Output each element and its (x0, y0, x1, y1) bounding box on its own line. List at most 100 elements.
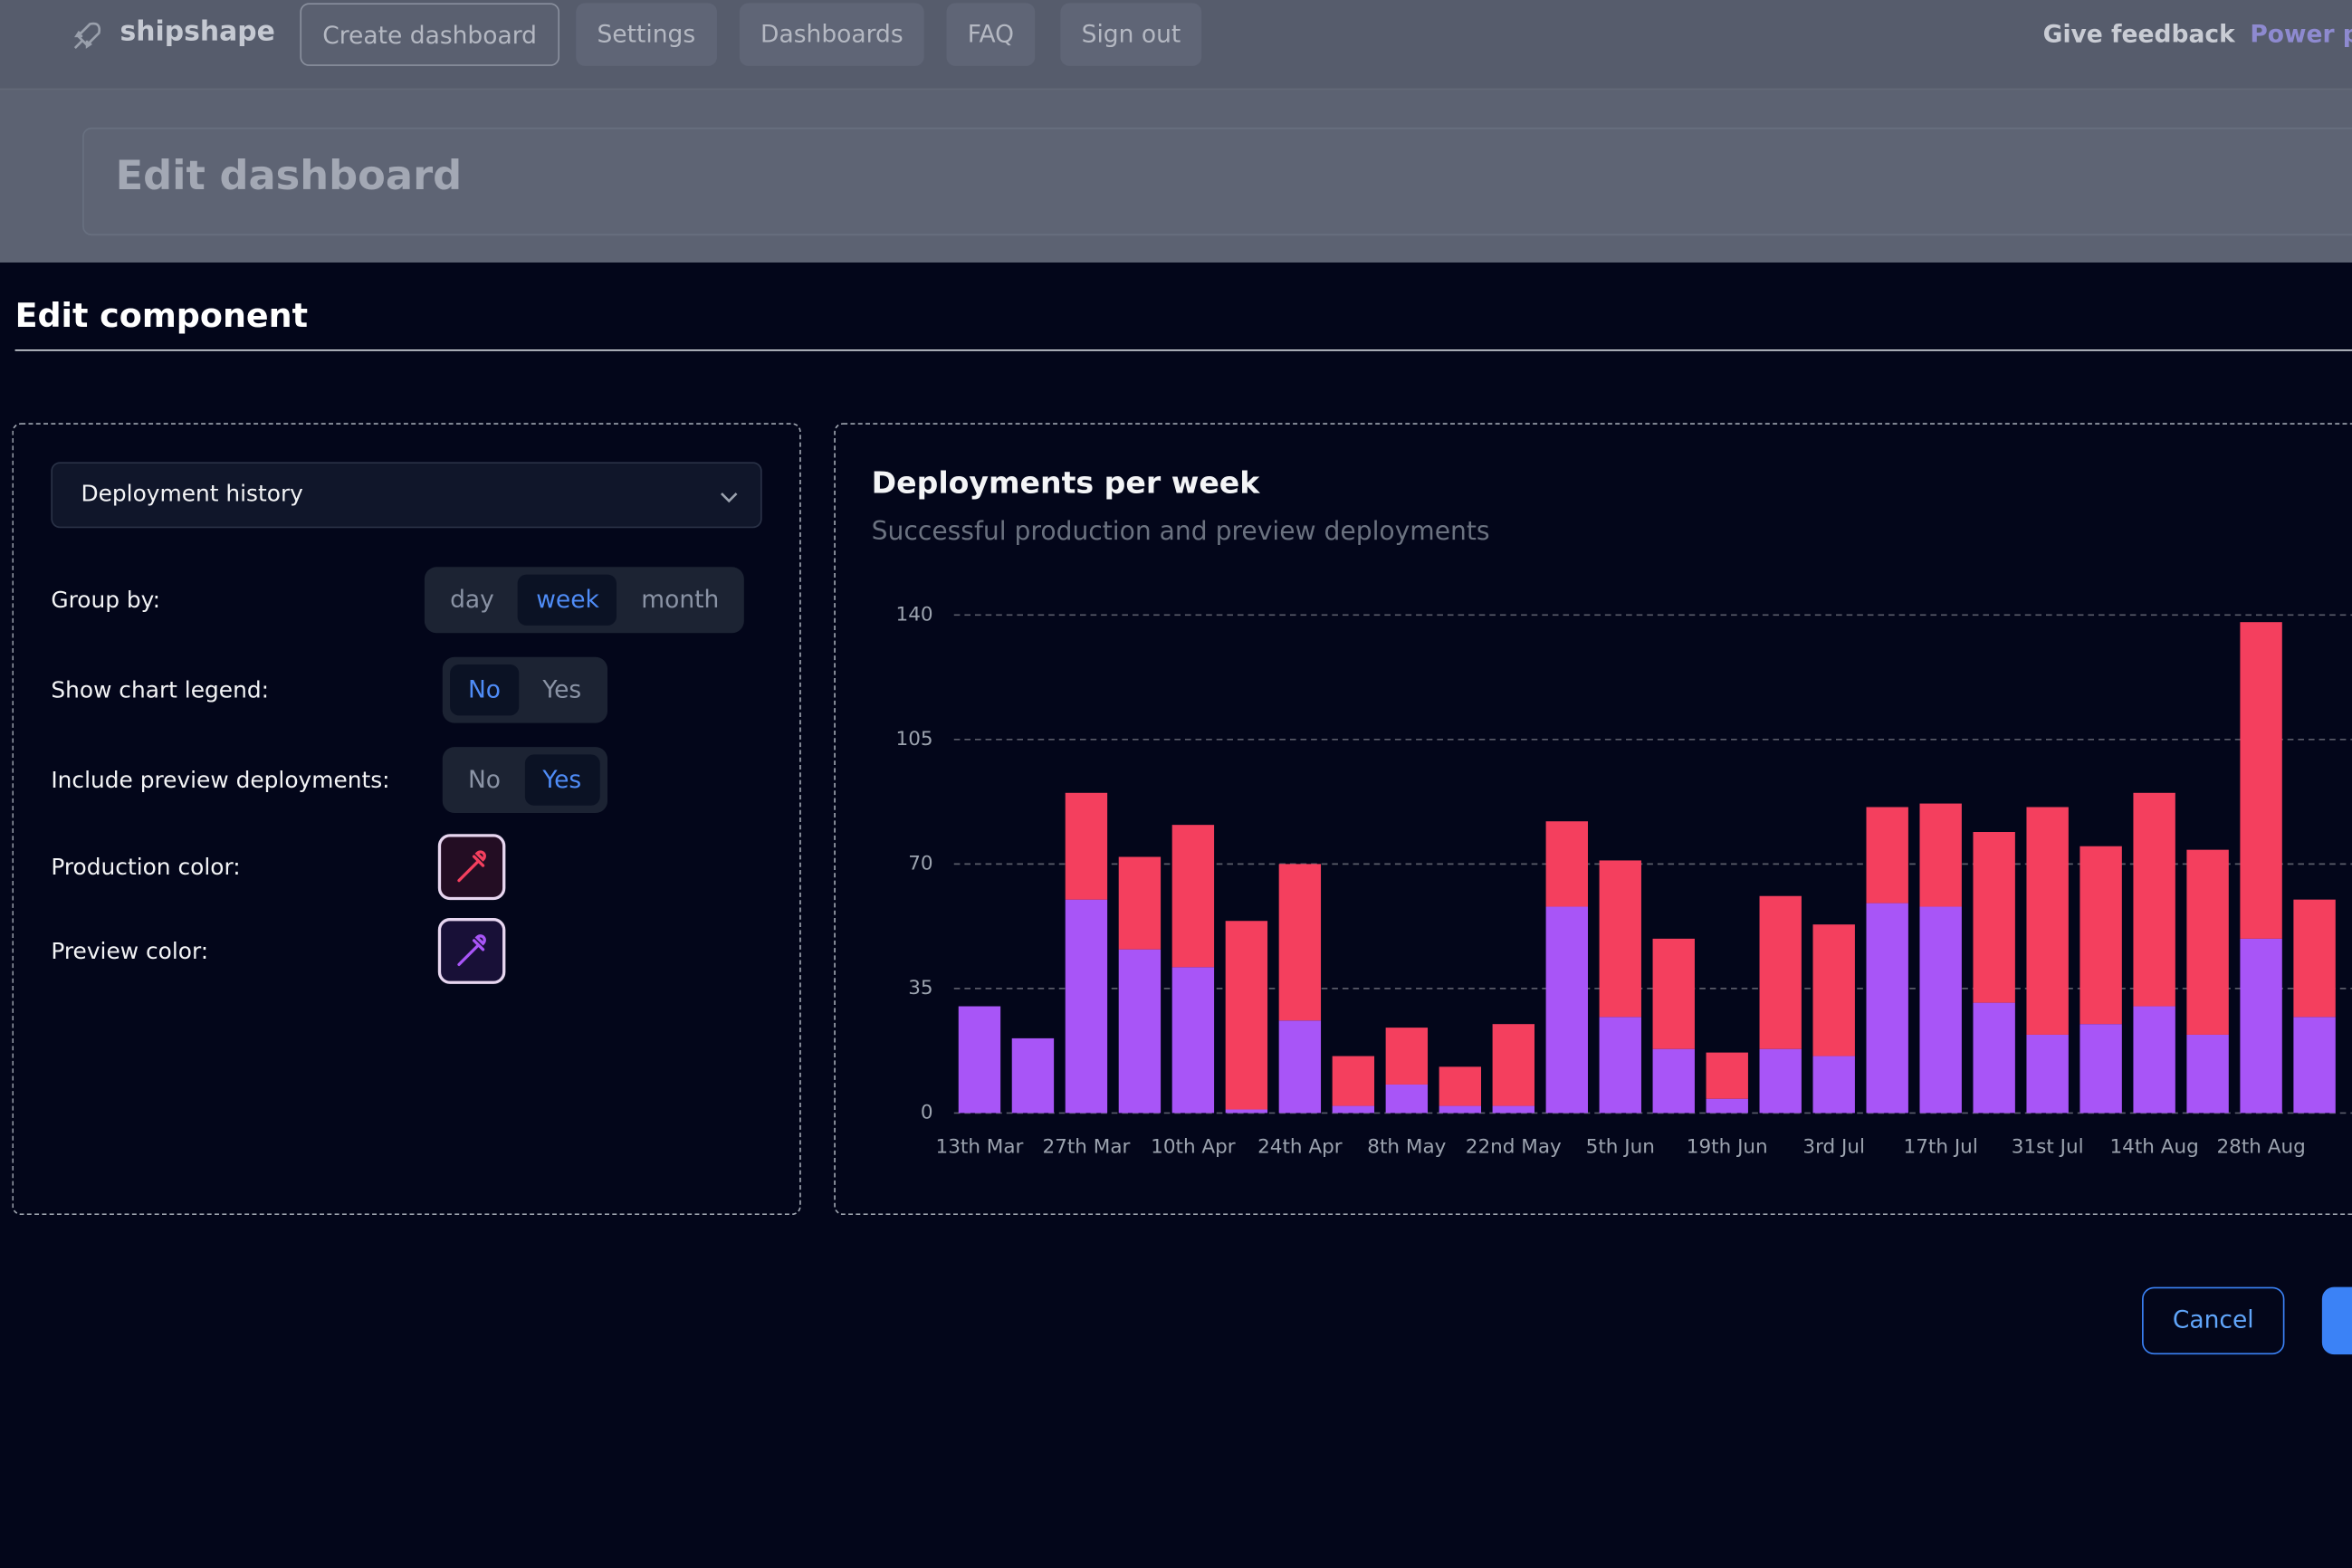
bar-segment (2186, 1034, 2229, 1114)
nav-button[interactable]: Create dashboard (300, 3, 559, 66)
field-label: Show chart legend: (51, 676, 269, 704)
bar-segment (1973, 832, 2015, 1003)
bar-segment (2240, 938, 2282, 1114)
bar-segment (2240, 622, 2282, 939)
bar-segment (1278, 1020, 1322, 1114)
bar-segment (1225, 1109, 1268, 1114)
bar-segment (2080, 1024, 2122, 1114)
bar-segment (2186, 849, 2229, 1035)
bar-segment (2293, 1017, 2336, 1114)
color-label: Preview color: (51, 937, 209, 965)
x-tick-label: 22nd May (1466, 1136, 1562, 1159)
modal-title: Edit component (14, 298, 308, 337)
eyedropper-icon (457, 934, 486, 967)
feedback-link[interactable]: Give feedback (2042, 19, 2235, 49)
x-tick-label: 24th Apr (1257, 1136, 1343, 1159)
option[interactable]: Yes (524, 754, 600, 806)
bar-segment (1866, 807, 1908, 904)
bar-segment (1812, 1056, 1855, 1114)
bar-segment (1919, 906, 1962, 1114)
nav-bar: shipshape Give feedback Power p Create d… (0, 0, 2352, 91)
x-tick-label: 17th Jul (1904, 1136, 1978, 1159)
nav-button[interactable]: Settings (576, 3, 717, 66)
bar-segment (1065, 792, 1108, 900)
bar-segment (1171, 825, 1215, 968)
bar-segment (1385, 1028, 1429, 1085)
x-tick-label: 10th Apr (1151, 1136, 1236, 1159)
bar-segment (1706, 1098, 1748, 1114)
page-backdrop: Edit dashboard (0, 90, 2352, 263)
chevron (721, 492, 738, 503)
color-swatch[interactable] (437, 918, 506, 984)
bar-segment (2293, 899, 2336, 1018)
bar-segment (1866, 903, 1908, 1114)
bar-segment (1439, 1066, 1482, 1106)
field-label: Include preview deployments: (51, 766, 390, 794)
divider (14, 349, 2352, 351)
bar-segment (1545, 821, 1588, 907)
option[interactable]: No (467, 765, 502, 794)
bar-segment (1385, 1084, 1429, 1114)
nav-button[interactable]: Sign out (1060, 3, 1202, 66)
bar-segment (1332, 1105, 1375, 1114)
option[interactable]: day (450, 585, 494, 614)
bar-segment (1225, 921, 1268, 1110)
x-tick-label: 19th Jun (1687, 1136, 1768, 1159)
option[interactable]: Yes (542, 674, 582, 704)
bar-segment (1118, 949, 1162, 1114)
nav-button[interactable]: FAQ (946, 3, 1036, 66)
segmented-control: No Yes (442, 656, 607, 723)
bar-segment (1759, 1048, 1802, 1114)
y-tick-label: 140 (896, 603, 933, 626)
chart-title: Deployments per week (872, 465, 1261, 501)
bar-segment (958, 1006, 1001, 1114)
bar-segment (1118, 856, 1162, 950)
y-tick-label: 70 (908, 852, 932, 875)
color-swatch[interactable] (437, 834, 506, 901)
page-header: Edit dashboard (82, 127, 2352, 236)
settings-panel (12, 423, 801, 1216)
power-link[interactable]: Power p (2250, 19, 2352, 49)
preview-panel (834, 423, 2352, 1216)
segmented-control: No Yes (442, 747, 607, 814)
bar-segment (2133, 792, 2175, 1007)
brand[interactable]: shipshape (120, 16, 275, 49)
option[interactable]: week (518, 574, 617, 626)
bar-segment (1706, 1052, 1748, 1099)
y-tick-label: 0 (921, 1101, 933, 1123)
x-tick-label: 31st Jul (2012, 1136, 2084, 1159)
chart-subtitle: Successful production and preview deploy… (872, 516, 1490, 546)
x-tick-label: 28th Aug (2216, 1136, 2305, 1159)
bar-segment (2026, 807, 2069, 1035)
option[interactable]: No (450, 664, 519, 716)
bar-segment (1492, 1105, 1535, 1114)
nav-button[interactable]: Dashboards (739, 3, 924, 66)
y-tick-label: 35 (908, 977, 932, 999)
select-value: Deployment history (81, 480, 303, 508)
x-tick-label: 5th Jun (1586, 1136, 1655, 1159)
save-button[interactable] (2321, 1286, 2352, 1355)
bar-segment (1919, 803, 1962, 907)
bar-segment (1599, 1017, 1641, 1114)
color-label: Production color: (51, 853, 241, 881)
bar-segment (1652, 938, 1695, 1049)
component-select[interactable]: Deployment history (51, 462, 762, 529)
cancel-button[interactable]: Cancel (2142, 1286, 2285, 1355)
bar-segment (2080, 846, 2122, 1025)
bar-segment (1492, 1024, 1535, 1106)
eyedropper-icon (457, 850, 486, 883)
bar-segment (1065, 899, 1108, 1114)
bar-segment (2026, 1034, 2069, 1114)
segmented-control: day week month (424, 567, 745, 634)
option[interactable]: month (641, 585, 720, 614)
y-tick-label: 105 (896, 728, 933, 751)
bar-segment (1011, 1037, 1055, 1114)
page-title: Edit dashboard (115, 153, 463, 200)
x-tick-label: 8th May (1367, 1136, 1446, 1159)
bar-segment (1545, 906, 1588, 1114)
logo (73, 22, 101, 49)
bar-segment (1652, 1048, 1695, 1114)
x-tick-label: 3rd Jul (1802, 1136, 1865, 1159)
bar-segment (1278, 864, 1322, 1021)
